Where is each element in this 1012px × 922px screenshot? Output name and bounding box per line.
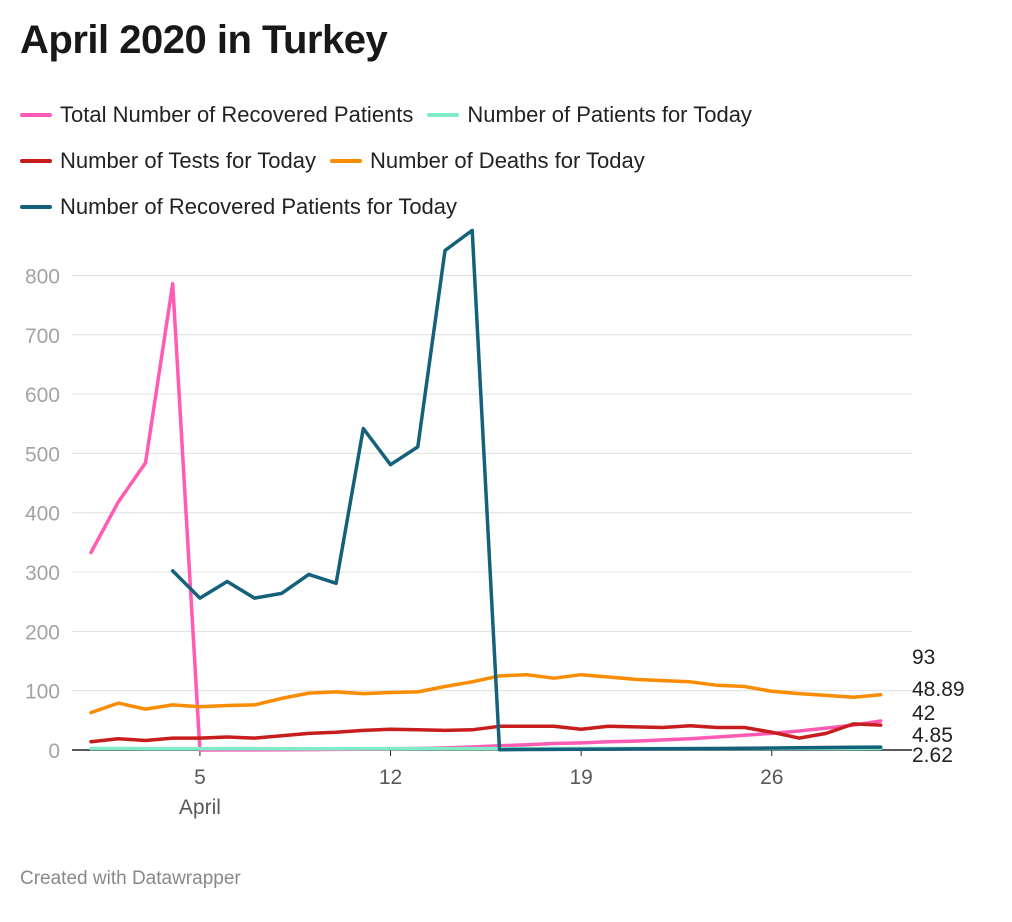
legend-label: Total Number of Recovered Patients (60, 102, 414, 127)
legend-swatch (20, 205, 52, 209)
y-tick-label: 800 (25, 265, 60, 288)
y-tick-label: 100 (25, 681, 60, 704)
x-tick-sublabel: April (179, 796, 221, 819)
series-line (89, 722, 883, 744)
y-tick-label: 500 (25, 443, 60, 466)
legend-swatch (20, 113, 52, 117)
end-value-label: 93 (912, 646, 935, 669)
legend-swatch (329, 159, 362, 163)
y-tick-label: 400 (25, 503, 60, 526)
x-tick-label: 19 (569, 766, 592, 789)
end-value-label: 2.62 (912, 744, 953, 767)
legend-row: Number of Recovered Patients for Today (20, 184, 980, 230)
end-value-label: 48.89 (912, 678, 965, 701)
line-chart: 0 100 200 300 400 500 600 700 800 5 April 12 19 26 93 4… (25, 228, 965, 819)
legend-item: Number of Recovered Patients for Today (20, 194, 457, 220)
legend-item: Number of Deaths for Today (329, 148, 645, 174)
y-tick-label: 600 (25, 384, 60, 407)
end-value-label: 42 (912, 702, 935, 725)
legend-item: Number of Patients for Today (427, 102, 752, 128)
legend-item: Total Number of Recovered Patients (20, 102, 413, 128)
series-line (89, 672, 883, 715)
x-tick-label: 12 (379, 766, 402, 789)
legend-swatch (20, 159, 52, 163)
legend: Total Number of Recovered Patients Number… (20, 92, 980, 230)
chart-title: April 2020 in Turkey (20, 18, 388, 62)
legend-row: Number of Tests for Today Number of Death… (20, 138, 980, 184)
legend-label: Number of Deaths for Today (369, 148, 645, 173)
footer-credit: Created with Datawrapper (20, 868, 241, 889)
legend-item: Number of Tests for Today (20, 148, 316, 174)
series-line (170, 228, 883, 752)
legend-row: Total Number of Recovered Patients Number… (20, 92, 980, 138)
x-tick-label: 5 (194, 766, 206, 789)
x-tick-label: 26 (760, 766, 783, 789)
legend-label: Number of Tests for Today (60, 148, 316, 173)
y-tick-label: 700 (25, 325, 60, 348)
end-value-label: 4.85 (912, 724, 953, 747)
legend-swatch (427, 113, 460, 117)
y-tick-label: 300 (25, 562, 60, 585)
y-tick-label: 200 (25, 621, 60, 644)
y-tick-label: 0 (48, 740, 60, 763)
legend-label: Number of Recovered Patients for Today (60, 194, 458, 219)
legend-label: Number of Patients for Today (467, 102, 752, 127)
